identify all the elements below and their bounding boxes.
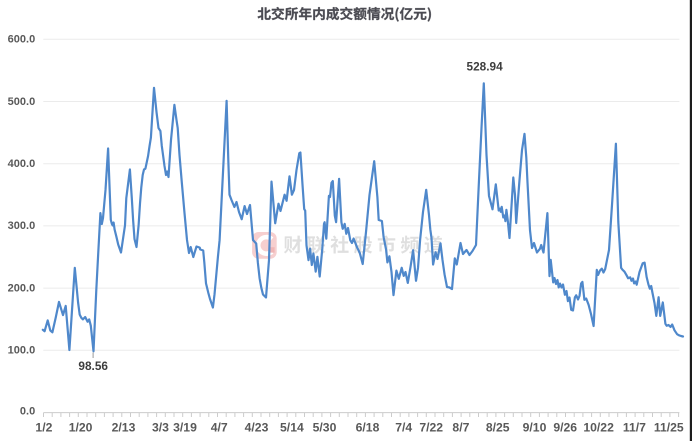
svg-text:4/7: 4/7 (211, 420, 228, 434)
svg-text:2/13: 2/13 (112, 420, 136, 434)
svg-text:98.56: 98.56 (78, 359, 108, 373)
svg-text:7/22: 7/22 (419, 420, 443, 434)
svg-text:7/4: 7/4 (395, 420, 412, 434)
svg-text:3/3: 3/3 (152, 420, 169, 434)
svg-text:400.0: 400.0 (8, 158, 36, 170)
svg-text:5/14: 5/14 (280, 420, 304, 434)
svg-text:8/7: 8/7 (452, 420, 469, 434)
svg-text:200.0: 200.0 (8, 282, 36, 294)
svg-text:100.0: 100.0 (8, 345, 36, 357)
svg-text:5/30: 5/30 (313, 420, 337, 434)
svg-text:0.0: 0.0 (20, 405, 35, 417)
svg-text:9/10: 9/10 (523, 420, 547, 434)
svg-text:600.0: 600.0 (8, 34, 36, 46)
svg-text:11/7: 11/7 (623, 420, 646, 434)
svg-text:1/20: 1/20 (69, 420, 93, 434)
svg-text:4/23: 4/23 (245, 420, 269, 434)
svg-text:11/25: 11/25 (654, 420, 684, 434)
svg-text:3/19: 3/19 (173, 420, 197, 434)
svg-text:9/26: 9/26 (553, 420, 577, 434)
svg-text:500.0: 500.0 (8, 96, 36, 108)
svg-text:528.94: 528.94 (467, 60, 504, 74)
svg-text:300.0: 300.0 (8, 220, 36, 232)
svg-text:10/22: 10/22 (583, 420, 614, 434)
svg-text:8/25: 8/25 (486, 420, 510, 434)
svg-text:6/18: 6/18 (356, 420, 380, 434)
svg-text:1/2: 1/2 (35, 420, 52, 434)
